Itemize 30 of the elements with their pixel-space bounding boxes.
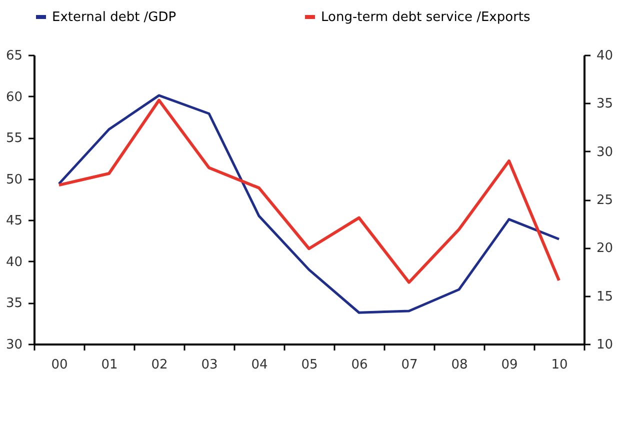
x-tick-label: 00 bbox=[51, 358, 68, 372]
y-tick-label: 45 bbox=[6, 214, 22, 229]
x-tick-label: 09 bbox=[501, 358, 518, 372]
y-tick-label: 50 bbox=[6, 172, 22, 188]
y2-tick-label: 40 bbox=[596, 48, 614, 64]
y-tick-label: 65 bbox=[6, 48, 22, 64]
y-tick-label: 35 bbox=[6, 296, 22, 312]
x-tick-label: 04 bbox=[251, 358, 268, 372]
y2-tick-label: 25 bbox=[596, 193, 614, 208]
x-tick-label: 07 bbox=[401, 358, 418, 372]
y-tick-label: 30 bbox=[6, 338, 22, 352]
line-series bbox=[58, 98, 560, 284]
line-series bbox=[58, 94, 560, 314]
x-tick-label: 02 bbox=[151, 358, 168, 372]
y2-tick-label: 30 bbox=[596, 144, 614, 160]
x-tick-label: 01 bbox=[101, 358, 118, 372]
y2-tick-label: 35 bbox=[596, 96, 614, 112]
y2-tick-label: 15 bbox=[596, 289, 614, 304]
y-tick-label: 60 bbox=[6, 90, 22, 105]
y2-tick-label: 20 bbox=[596, 241, 614, 256]
y-tick-label: 40 bbox=[6, 254, 22, 270]
x-tick-label: 05 bbox=[301, 358, 318, 372]
x-tick-label: 03 bbox=[201, 358, 218, 372]
y-tick-label: 55 bbox=[6, 131, 22, 146]
legend-label: External debt /GDP bbox=[52, 10, 176, 25]
x-tick-label: 10 bbox=[551, 358, 568, 372]
x-tick-label: 06 bbox=[351, 358, 368, 372]
legend-label: Long-term debt service /Exports bbox=[321, 10, 531, 25]
y2-tick-label: 10 bbox=[596, 338, 614, 352]
x-tick-label: 08 bbox=[451, 358, 468, 372]
